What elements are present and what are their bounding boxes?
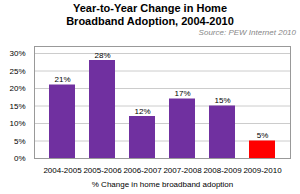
svg-text:% Change in home broadband ado: % Change in home broadband adoption bbox=[92, 180, 233, 189]
svg-text:2007-2008: 2007-2008 bbox=[163, 166, 202, 175]
html-text:Broadband Adoption, 2004-2010: Broadband Adoption, 2004-2010 bbox=[66, 15, 234, 27]
svg-text:12%: 12% bbox=[134, 107, 150, 116]
svg-text:10%: 10% bbox=[9, 119, 25, 128]
svg-text:2005-2006: 2005-2006 bbox=[83, 166, 122, 175]
svg-text:28%: 28% bbox=[94, 51, 110, 60]
svg-text:2006-2007: 2006-2007 bbox=[123, 166, 162, 175]
svg-text:30%: 30% bbox=[9, 49, 25, 58]
svg-text:21%: 21% bbox=[54, 75, 70, 84]
html-text:Source: PEW Internet 2010: Source: PEW Internet 2010 bbox=[198, 28, 296, 37]
svg-text:25%: 25% bbox=[9, 67, 25, 76]
svg-text:15%: 15% bbox=[214, 96, 230, 105]
svg-text:5%: 5% bbox=[257, 131, 269, 140]
svg-text:17%: 17% bbox=[174, 89, 190, 98]
svg-text:2009-2010: 2009-2010 bbox=[243, 166, 282, 175]
svg-text:15%: 15% bbox=[9, 102, 25, 111]
svg-text:2008-2009: 2008-2009 bbox=[203, 166, 242, 175]
html-text:Year-to-Year Change in Home: Year-to-Year Change in Home bbox=[73, 2, 227, 14]
svg-text:20%: 20% bbox=[9, 84, 25, 93]
svg-text:2004-2005: 2004-2005 bbox=[43, 166, 82, 175]
svg-text:5%: 5% bbox=[14, 137, 26, 146]
svg-text:0%: 0% bbox=[14, 154, 26, 163]
